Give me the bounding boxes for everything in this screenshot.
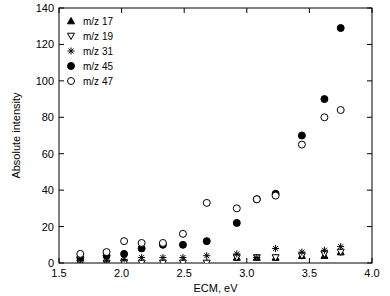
chart: 1.52.02.53.03.54.0020406080100120140ECM,… — [0, 0, 390, 296]
point — [203, 252, 210, 259]
point — [103, 249, 110, 256]
point — [253, 254, 260, 261]
legend-marker — [68, 48, 75, 55]
y-tick-label: 80 — [42, 111, 54, 123]
point — [233, 250, 240, 257]
y-tick-right — [367, 44, 372, 45]
x-tick-top — [184, 8, 185, 13]
point — [272, 254, 279, 260]
point — [337, 107, 344, 114]
point — [321, 247, 328, 254]
y-tick — [59, 80, 64, 81]
point — [337, 243, 344, 250]
point — [121, 238, 128, 245]
plot-frame — [59, 8, 372, 263]
point — [159, 239, 166, 246]
point — [179, 241, 186, 248]
y-tick-label: 100 — [36, 75, 54, 87]
x-tick-top — [246, 8, 247, 13]
point — [253, 196, 260, 203]
point — [179, 230, 186, 237]
y-tick-right — [367, 80, 372, 81]
point — [337, 249, 344, 255]
point — [233, 219, 240, 226]
x-axis-label: ECM, eV — [193, 282, 238, 294]
point — [138, 239, 145, 246]
point — [253, 196, 260, 203]
point — [203, 260, 210, 263]
x-tick-label: 2.0 — [114, 267, 129, 279]
point — [203, 238, 210, 245]
point — [272, 192, 279, 199]
legend-label: m/z 31 — [83, 46, 113, 57]
data-points — [77, 25, 344, 263]
point — [337, 25, 344, 32]
y-tick-right — [367, 117, 372, 118]
y-tick — [59, 117, 64, 118]
y-tick-right — [367, 226, 372, 227]
point — [298, 141, 305, 148]
legend-label: m/z 17 — [83, 16, 113, 27]
point — [203, 199, 210, 206]
x-tick-label: 3.5 — [302, 267, 317, 279]
legend: m/z 17 m/z 19 m/z 31 m/z 45 m/z 47 — [68, 16, 114, 87]
x-tick-top — [309, 8, 310, 13]
legend-label: m/z 45 — [83, 61, 113, 72]
y-axis-label: Absolute intensity — [10, 92, 22, 179]
point — [203, 260, 210, 264]
point — [321, 96, 328, 103]
legend-label: m/z 19 — [83, 31, 113, 42]
point — [233, 205, 240, 212]
y-tick-label: 40 — [42, 184, 54, 196]
point — [179, 254, 186, 261]
point — [298, 249, 305, 256]
y-tick-label: 0 — [48, 257, 54, 269]
y-tick-label: 60 — [42, 148, 54, 160]
x-tick — [246, 258, 247, 263]
x-tick-label: 2.5 — [177, 267, 192, 279]
point — [253, 254, 260, 260]
y-tick-label: 120 — [36, 38, 54, 50]
y-tick — [59, 44, 64, 45]
y-tick-right — [367, 153, 372, 154]
x-tick — [309, 258, 310, 263]
x-tick-label: 4.0 — [364, 267, 379, 279]
point — [253, 255, 260, 261]
y-tick — [59, 190, 64, 191]
y-tick — [59, 226, 64, 227]
legend-label: m/z 47 — [83, 76, 113, 87]
point — [138, 254, 145, 261]
point — [159, 254, 166, 261]
y-tick-label: 20 — [42, 221, 54, 233]
legend-marker — [68, 33, 75, 39]
y-tick — [59, 153, 64, 154]
point — [298, 132, 305, 139]
legend-marker — [68, 63, 75, 70]
y-tick-right — [367, 190, 372, 191]
x-tick-label: 3.0 — [239, 267, 254, 279]
legend-marker — [68, 18, 75, 24]
x-tick-top — [121, 8, 122, 13]
point — [77, 250, 84, 257]
point — [272, 245, 279, 252]
point — [272, 255, 279, 261]
point — [121, 250, 128, 257]
point — [321, 114, 328, 121]
legend-marker — [68, 78, 75, 85]
y-tick-label: 140 — [36, 2, 54, 14]
